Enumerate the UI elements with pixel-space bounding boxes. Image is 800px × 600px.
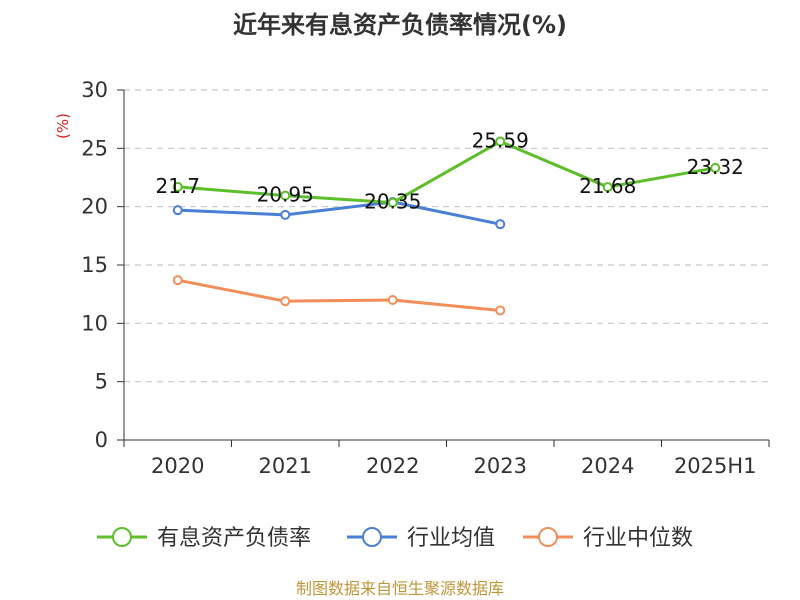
x-tick-label: 2022	[366, 454, 419, 478]
y-tick-label: 25	[81, 136, 108, 160]
data-label: 25.59	[472, 128, 529, 152]
x-tick-label: 2021	[259, 454, 312, 478]
y-tick-label: 10	[81, 311, 108, 335]
legend-label: 行业中位数	[583, 526, 693, 551]
data-label: 20.35	[364, 190, 421, 214]
series-point	[710, 162, 721, 173]
data-labels: 21.7 20.95 20.35 25.59 21.68 23.32	[155, 128, 743, 213]
data-label: 21.68	[579, 174, 636, 198]
x-tick-label: 2024	[581, 454, 634, 478]
x-tick-label: 2020	[151, 454, 204, 478]
legend: 有息资产负债率 行业均值 行业中位数	[97, 526, 693, 551]
series-layer	[172, 136, 721, 316]
series-point	[495, 305, 506, 316]
legend-label: 行业均值	[407, 526, 495, 551]
x-tick-label: 2025H1	[674, 454, 757, 478]
legend-swatch-marker	[362, 527, 382, 547]
y-tick-label: 5	[95, 370, 108, 394]
series-point	[495, 136, 506, 147]
legend-swatch-marker	[112, 527, 132, 547]
series-point	[280, 209, 291, 220]
source-note: 制图数据来自恒生聚源数据库	[296, 579, 504, 598]
y-axis-unit-label: (%)	[54, 113, 72, 139]
series-point	[280, 296, 291, 307]
series-point	[495, 219, 506, 230]
series-point	[602, 182, 613, 193]
x-tick-label: 2023	[474, 454, 527, 478]
data-label: 20.95	[257, 183, 314, 207]
y-tick-label: 20	[81, 195, 108, 219]
grid-lines	[124, 89, 769, 383]
series-point	[172, 205, 183, 216]
legend-swatch-marker	[538, 527, 558, 547]
series-line	[177, 200, 501, 226]
chart-title: 近年来有息资产负债率情况(%)	[233, 11, 567, 39]
series-point	[387, 197, 398, 208]
series-point	[387, 295, 398, 305]
series-point	[172, 275, 183, 286]
y-tick-label: 0	[95, 428, 108, 452]
series-line	[177, 278, 501, 312]
series-point	[280, 190, 291, 201]
data-label: 21.7	[155, 174, 200, 198]
series-point	[172, 181, 183, 192]
series-line	[177, 139, 716, 205]
y-tick-label: 15	[81, 253, 108, 277]
legend-label: 有息资产负债率	[157, 526, 311, 551]
y-tick-label: 30	[81, 78, 108, 102]
axes: 0 5 10 15 20 25 30 2020 2021 2022 2023 2024 2025H1	[81, 78, 770, 478]
data-label: 23.32	[687, 155, 744, 179]
